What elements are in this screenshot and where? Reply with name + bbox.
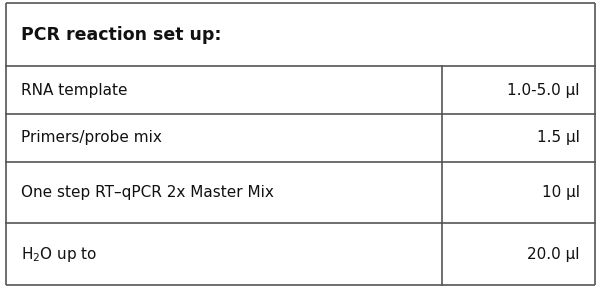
Text: 10 μl: 10 μl	[542, 185, 580, 200]
Text: 1.5 μl: 1.5 μl	[537, 130, 580, 145]
Bar	[6, 162, 595, 223]
Bar	[6, 66, 595, 114]
Text: $\mathrm{H_2O}$ up to: $\mathrm{H_2O}$ up to	[21, 245, 97, 264]
Text: PCR reaction set up:: PCR reaction set up:	[21, 26, 222, 43]
Text: One step RT–qPCR 2x Master Mix: One step RT–qPCR 2x Master Mix	[21, 185, 274, 200]
Text: RNA template: RNA template	[21, 83, 127, 98]
Bar	[6, 223, 595, 285]
Text: 1.0-5.0 μl: 1.0-5.0 μl	[507, 83, 580, 98]
Text: Primers/probe mix: Primers/probe mix	[21, 130, 162, 145]
Bar	[6, 114, 595, 162]
Text: 20.0 μl: 20.0 μl	[528, 247, 580, 262]
